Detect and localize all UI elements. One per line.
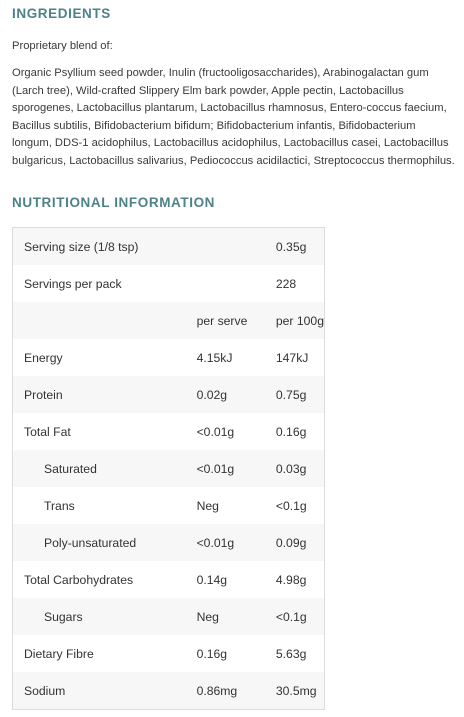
ingredients-heading: INGREDIENTS — [12, 6, 111, 21]
per-100g-value: <0.1g — [275, 609, 307, 624]
per-100g-value: 30.5mg — [275, 683, 317, 698]
per-serve-value: 0.14g — [196, 572, 228, 587]
per-serve-value: 0.02g — [196, 387, 228, 402]
row-label: Saturated — [44, 461, 97, 476]
nutrition-table-container: Serving size (1/8 tsp) 0.35g Servings pe… — [12, 227, 325, 710]
row-label: Energy — [24, 350, 63, 365]
row-label: Dietary Fibre — [24, 646, 94, 661]
per-serve-value — [197, 228, 276, 265]
table-row-column-headers: per serve per 100g — [13, 302, 324, 339]
row-label: Trans — [44, 498, 75, 513]
per-100g-value: <0.1g — [275, 498, 307, 513]
per-serve-value: <0.01g — [196, 461, 235, 476]
row-label: Servings per pack — [24, 276, 122, 291]
table-row-energy: Energy 4.15kJ 147kJ — [13, 339, 324, 376]
per-100g-value: 0.16g — [275, 424, 307, 439]
per-100g-value: 4.98g — [275, 572, 307, 587]
ingredients-list-text: Organic Psyllium seed powder, Inulin (fr… — [12, 67, 455, 167]
per-100g-value: 0.35g — [275, 239, 307, 254]
per-serve-value: <0.01g — [196, 535, 235, 550]
per-serve-header: per serve — [196, 313, 248, 328]
per-serve-value — [197, 265, 276, 302]
table-row-serving-size: Serving size (1/8 tsp) 0.35g — [13, 228, 324, 265]
row-label — [13, 302, 197, 339]
row-label: Sodium — [24, 683, 66, 698]
per-100g-value: 0.75g — [275, 387, 307, 402]
per-100g-value: 147kJ — [275, 350, 309, 365]
table-row-protein: Protein 0.02g 0.75g — [13, 376, 324, 413]
table-row-sugars: Sugars Neg <0.1g — [13, 598, 324, 635]
table-row-total-carbohydrates: Total Carbohydrates 0.14g 4.98g — [13, 561, 324, 598]
row-label: Protein — [24, 387, 63, 402]
per-serve-value: 0.16g — [196, 646, 228, 661]
per-serve-value: Neg — [196, 498, 219, 513]
table-row-sodium: Sodium 0.86mg 30.5mg — [13, 672, 324, 709]
per-100g-value: 228 — [275, 276, 297, 291]
per-serve-value: 4.15kJ — [196, 350, 233, 365]
table-row-servings-per-pack: Servings per pack 228 — [13, 265, 324, 302]
per-100g-value: 0.09g — [275, 535, 307, 550]
per-serve-value: <0.01g — [196, 424, 235, 439]
row-label: Total Carbohydrates — [24, 572, 134, 587]
row-label: Total Fat — [24, 424, 71, 439]
table-row-trans: Trans Neg <0.1g — [13, 487, 324, 524]
table-row-dietary-fibre: Dietary Fibre 0.16g 5.63g — [13, 635, 324, 672]
per-serve-value: 0.86mg — [196, 683, 238, 698]
table-row-poly-unsaturated: Poly-unsaturated <0.01g 0.09g — [13, 524, 324, 561]
table-row-total-fat: Total Fat <0.01g 0.16g — [13, 413, 324, 450]
nutrition-heading: NUTRITIONAL INFORMATION — [12, 195, 216, 210]
row-label: Poly-unsaturated — [44, 535, 137, 550]
blend-intro-text: Proprietary blend of: — [12, 40, 113, 52]
nutrition-table: Serving size (1/8 tsp) 0.35g Servings pe… — [13, 228, 324, 709]
row-label: Serving size (1/8 tsp) — [24, 239, 139, 254]
per-serve-value: Neg — [196, 609, 219, 624]
per-100g-header: per 100g — [275, 313, 324, 328]
per-100g-value: 5.63g — [275, 646, 307, 661]
per-100g-value: 0.03g — [275, 461, 307, 476]
row-label: Sugars — [44, 609, 83, 624]
table-row-saturated: Saturated <0.01g 0.03g — [13, 450, 324, 487]
